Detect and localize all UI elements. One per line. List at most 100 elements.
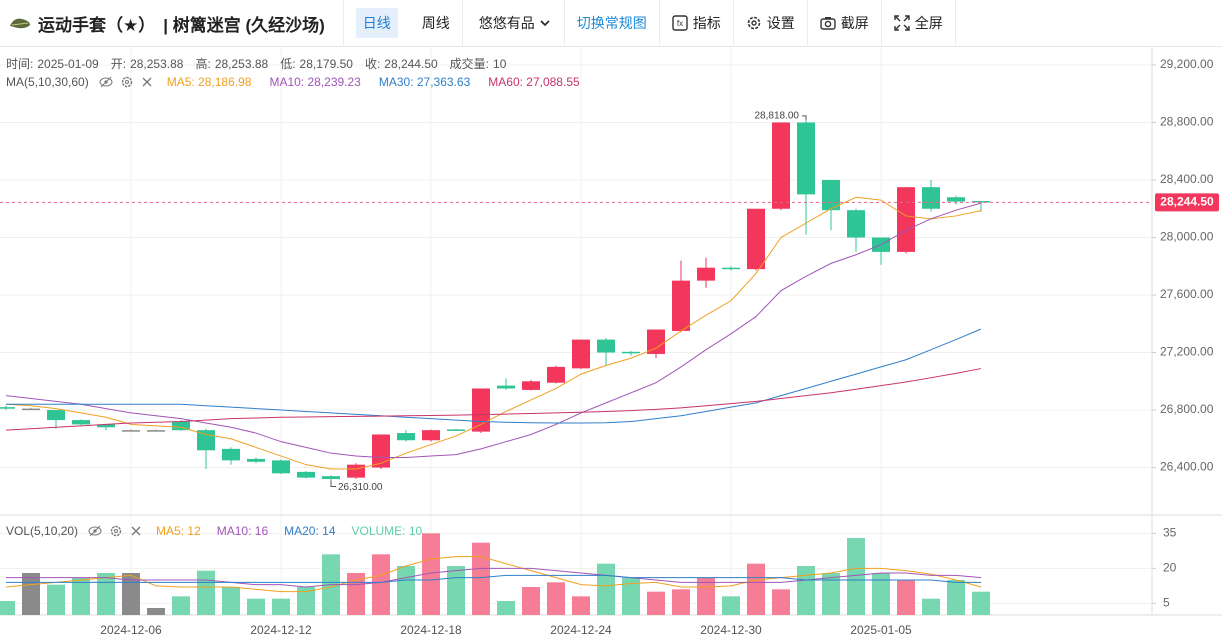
y-tick-label: 28,000.00 <box>1160 230 1214 244</box>
eye-icon[interactable] <box>88 525 102 537</box>
y-tick-label: 26,800.00 <box>1160 402 1214 416</box>
candle-body <box>622 351 640 354</box>
x-tick-label: 2024-12-06 <box>100 623 162 637</box>
eye-icon[interactable] <box>99 76 113 88</box>
volume-bar <box>722 596 740 615</box>
x-tick-label: 2024-12-18 <box>400 623 462 637</box>
gear-icon[interactable] <box>121 76 133 88</box>
candle-body <box>797 122 815 195</box>
volume-bar <box>497 601 515 615</box>
y-tick-label: 27,600.00 <box>1160 287 1214 301</box>
volume-bar <box>547 582 565 615</box>
candle-body <box>947 197 965 202</box>
volume-bar <box>422 533 440 615</box>
volume-bar <box>697 577 715 615</box>
info-item: 开: 28,253.88 <box>111 55 184 72</box>
toolbar: 运动手套（★） | 树篱迷宫 (久经沙场) 日线 周线 悠悠有品 切换常规图 f… <box>0 0 1222 47</box>
volume-bar <box>797 566 815 615</box>
ma-legend-entry: MA60: 27,088.55 <box>488 75 580 89</box>
min-label: 26,310.00 <box>338 482 383 493</box>
close-icon[interactable] <box>130 525 142 537</box>
button-label: 切换常规图 <box>576 15 647 31</box>
y-tick-label: 5 <box>1163 596 1170 610</box>
volume-bar <box>272 598 290 615</box>
logo <box>10 18 30 29</box>
svg-text:fx: fx <box>677 19 683 28</box>
max-marker <box>802 115 807 120</box>
y-tick-label: 26,400.00 <box>1160 460 1214 474</box>
fullscreen-button[interactable]: 全屏 <box>880 0 956 47</box>
daily-button[interactable]: 日线 <box>342 0 410 47</box>
info-item: 时间: 2025-01-09 <box>6 55 99 72</box>
candle-body <box>222 448 240 461</box>
volume-bar <box>122 573 140 615</box>
button-label: 日线 <box>355 8 398 38</box>
volume-bar <box>72 577 90 615</box>
info-value: 28,244.50 <box>384 57 438 71</box>
title: 运动手套（★） <box>38 15 156 35</box>
icon <box>747 16 761 30</box>
candle-body <box>547 366 565 383</box>
info-label: 高: <box>195 57 211 71</box>
volume-ma-legend-entry: MA10: 16 <box>216 524 269 538</box>
ma-legend-entry: MA5: 28,186.98 <box>166 75 252 89</box>
info-label: 成交量: <box>449 57 490 71</box>
info-value: 10 <box>493 57 507 71</box>
volume-bar <box>647 591 665 615</box>
volume-bar <box>472 542 490 615</box>
indicator-button[interactable]: fx 指标 <box>658 0 733 47</box>
volume-ma-line <box>5 556 982 593</box>
candle-body <box>397 433 415 441</box>
volume-bar <box>172 596 190 615</box>
volume-bar <box>47 584 65 615</box>
button-label: 设置 <box>766 15 795 31</box>
candle-body <box>372 434 390 468</box>
info-label: 低: <box>280 57 296 71</box>
candle-body <box>147 430 165 432</box>
candle-body <box>447 429 465 431</box>
y-tick-label: 27,200.00 <box>1160 345 1214 359</box>
candle-body <box>247 458 265 462</box>
ma-legend-entry: MA30: 27,363.63 <box>378 75 471 89</box>
volume-ma-legend-entry: MA20: 14 <box>284 524 336 538</box>
info-label: 开: <box>110 57 127 71</box>
gear-icon[interactable] <box>110 525 122 537</box>
y-tick-label: 20 <box>1163 561 1177 575</box>
info-value: 28,253.88 <box>214 57 269 71</box>
volume-bar <box>922 598 940 615</box>
info-value: 28,253.88 <box>130 57 184 71</box>
candle-body <box>297 471 315 478</box>
settings-button[interactable]: 设置 <box>732 0 807 47</box>
candle-body <box>597 339 615 353</box>
x-tick-label: 2024-12-30 <box>700 623 762 637</box>
button-label: 全屏 <box>914 15 943 31</box>
info-label: 时间: <box>6 57 34 71</box>
volume-bar <box>847 538 865 615</box>
source-dropdown[interactable]: 悠悠有品 <box>461 0 564 47</box>
info-item: 成交量: 10 <box>450 55 507 72</box>
candle-body <box>972 201 990 203</box>
info-value: 2025-01-09 <box>37 57 99 71</box>
volume-bar <box>197 570 215 615</box>
min-marker <box>330 480 336 487</box>
switch-button[interactable]: 切换常规图 <box>563 0 659 47</box>
ma-legend-title: MA(5,10,30,60) <box>6 75 89 89</box>
ma-legend-entry: MA10: 28,239.23 <box>269 75 361 89</box>
candle-body <box>522 381 540 390</box>
info-row: 时间: 2025-01-09 开: 28,253.88 高: 28,253.88 低: 28,… <box>6 55 518 72</box>
y-tick-label: 29,200.00 <box>1160 57 1214 71</box>
candle-body <box>672 280 690 331</box>
volume-bar <box>397 566 415 615</box>
y-tick-label: 35 <box>1163 526 1177 540</box>
volume-bar <box>147 608 165 615</box>
candle-body <box>697 267 715 281</box>
screenshot-button[interactable]: 截屏 <box>806 0 881 47</box>
candle-body <box>172 421 190 431</box>
weekly-button[interactable]: 周线 <box>410 0 462 47</box>
close-icon[interactable] <box>141 76 153 88</box>
volume-current: VOLUME: 10 <box>351 524 423 538</box>
candle-body <box>572 339 590 369</box>
candle-body <box>472 388 490 432</box>
volume-ma-line <box>6 574 981 583</box>
